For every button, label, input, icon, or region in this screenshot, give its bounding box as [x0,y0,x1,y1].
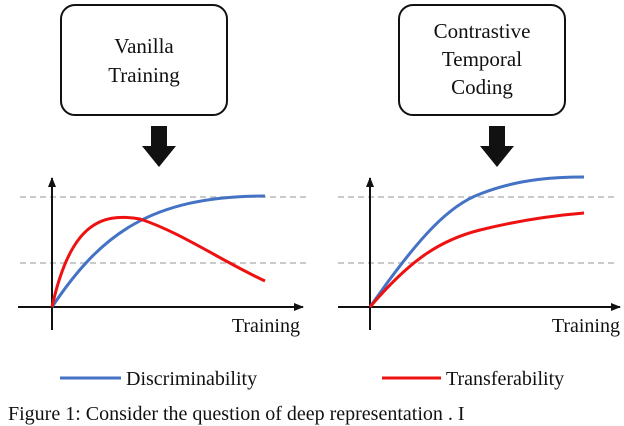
panel-vanilla: Vanilla Training Training [18,4,310,337]
transferability-curve [368,211,585,308]
legend-label-transferability: Transferability [446,368,564,390]
figure-caption: Figure 1: Consider the question of deep … [8,403,465,425]
down-arrow-icon [142,126,176,167]
discriminability-curve [368,175,585,308]
method-box-contrastive [398,4,566,116]
x-axis-label: Training [232,315,300,337]
panel-contrastive: Contrastive Temporal Coding Training [338,4,621,337]
x-axis-label: Training [552,315,620,337]
method-label-contrastive-line1: Contrastive [434,19,531,43]
method-label-vanilla-line1: Vanilla [114,34,174,58]
discriminability-curve [50,194,266,308]
down-arrow-icon [480,126,514,167]
method-label-contrastive-line2: Temporal [442,47,522,71]
transferability-curve [50,215,266,308]
method-label-vanilla-line2: Training [108,63,180,87]
method-label-contrastive-line3: Coding [451,75,513,99]
legend: Discriminability Transferability [60,368,564,390]
legend-label-discriminability: Discriminability [126,368,257,390]
method-box-vanilla [60,4,228,116]
